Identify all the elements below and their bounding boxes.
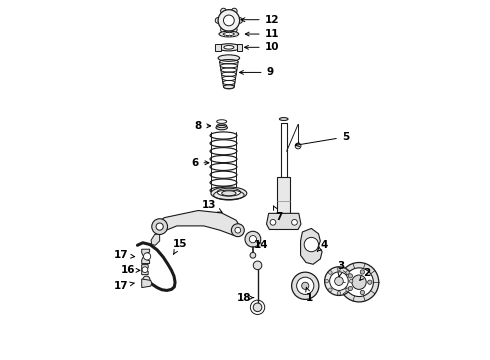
Bar <box>215 44 221 51</box>
Circle shape <box>231 27 237 33</box>
Ellipse shape <box>224 45 234 49</box>
Text: 18: 18 <box>236 293 254 303</box>
Circle shape <box>346 271 349 274</box>
Ellipse shape <box>217 44 241 51</box>
Circle shape <box>296 277 314 294</box>
Circle shape <box>253 303 262 312</box>
Polygon shape <box>157 211 242 235</box>
Circle shape <box>292 272 319 300</box>
Ellipse shape <box>218 55 240 61</box>
Text: 14: 14 <box>254 240 269 250</box>
Text: 6: 6 <box>191 158 209 168</box>
Text: 4: 4 <box>317 240 328 251</box>
Text: 2: 2 <box>360 267 370 280</box>
Ellipse shape <box>217 188 241 196</box>
Circle shape <box>339 262 379 302</box>
Circle shape <box>328 271 332 274</box>
Circle shape <box>143 276 150 283</box>
Text: 13: 13 <box>202 200 222 212</box>
Text: 10: 10 <box>245 42 279 52</box>
Circle shape <box>156 223 163 230</box>
Circle shape <box>335 277 343 285</box>
Circle shape <box>346 288 349 292</box>
Ellipse shape <box>216 126 227 130</box>
Polygon shape <box>300 228 322 264</box>
Circle shape <box>352 275 366 289</box>
Circle shape <box>223 15 234 26</box>
Ellipse shape <box>219 31 239 37</box>
Ellipse shape <box>223 32 234 36</box>
Circle shape <box>337 292 341 295</box>
Circle shape <box>249 235 256 243</box>
Text: 1: 1 <box>306 287 313 303</box>
Circle shape <box>152 219 168 234</box>
Circle shape <box>215 18 221 23</box>
Ellipse shape <box>279 118 288 121</box>
Circle shape <box>368 280 372 284</box>
Polygon shape <box>142 279 152 288</box>
Circle shape <box>325 279 329 283</box>
Ellipse shape <box>211 187 247 199</box>
Polygon shape <box>142 265 148 275</box>
Circle shape <box>360 290 365 294</box>
Polygon shape <box>267 213 301 229</box>
Bar <box>237 44 243 51</box>
Text: 9: 9 <box>240 67 274 77</box>
Text: 11: 11 <box>245 29 279 39</box>
Circle shape <box>235 227 241 233</box>
Circle shape <box>253 261 262 270</box>
Text: 5: 5 <box>295 132 349 147</box>
Text: 12: 12 <box>241 15 279 25</box>
Circle shape <box>220 27 226 33</box>
Ellipse shape <box>221 191 236 196</box>
Circle shape <box>144 253 151 260</box>
Circle shape <box>302 282 309 289</box>
Text: 8: 8 <box>195 121 211 131</box>
Text: 3: 3 <box>338 261 345 277</box>
Circle shape <box>250 252 256 258</box>
Circle shape <box>304 237 319 252</box>
Circle shape <box>231 8 237 14</box>
Circle shape <box>344 268 373 297</box>
Polygon shape <box>142 249 149 264</box>
Text: 7: 7 <box>273 206 283 221</box>
Ellipse shape <box>223 85 234 89</box>
Text: 15: 15 <box>172 239 187 254</box>
Text: 16: 16 <box>121 265 140 275</box>
Circle shape <box>324 267 353 296</box>
Circle shape <box>360 270 365 274</box>
Circle shape <box>142 267 148 273</box>
Text: 17: 17 <box>114 250 135 260</box>
Circle shape <box>270 220 276 225</box>
Circle shape <box>337 267 341 271</box>
Circle shape <box>330 272 348 291</box>
Circle shape <box>348 286 352 291</box>
Circle shape <box>292 220 297 225</box>
Circle shape <box>218 10 240 31</box>
Text: 17: 17 <box>114 281 134 291</box>
Circle shape <box>349 279 353 283</box>
Bar <box>277 177 290 215</box>
Circle shape <box>220 8 226 14</box>
Circle shape <box>328 288 332 292</box>
Circle shape <box>231 224 245 237</box>
Circle shape <box>245 231 261 247</box>
Circle shape <box>295 143 301 149</box>
Circle shape <box>348 274 352 278</box>
Polygon shape <box>151 234 160 245</box>
Circle shape <box>237 18 243 23</box>
